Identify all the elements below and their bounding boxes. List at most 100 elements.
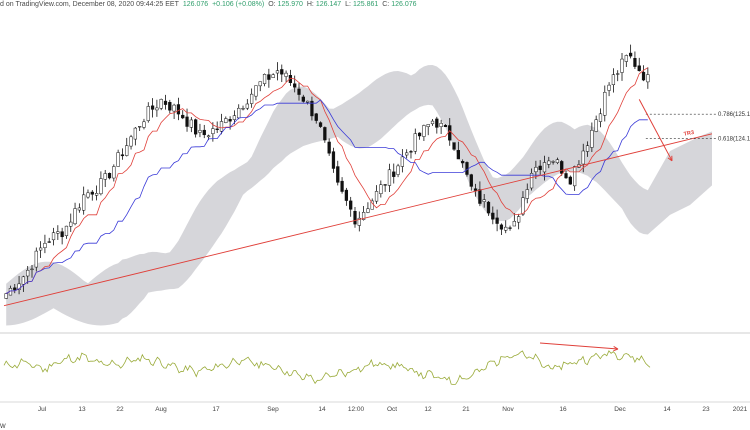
x-tick-label: 13: [78, 406, 86, 413]
candle-body: [500, 225, 503, 229]
candle-body: [638, 66, 641, 71]
candle-body: [367, 209, 370, 213]
divergence-arrow: [540, 343, 618, 349]
candle-body: [565, 173, 568, 177]
x-tick-label: 12:00: [348, 406, 365, 413]
candle-body: [259, 82, 262, 86]
candle-body: [431, 121, 434, 124]
candle-body: [104, 174, 107, 180]
candle-body: [556, 160, 559, 163]
candle-body: [319, 123, 322, 127]
candle-body: [276, 71, 279, 73]
candle-body: [375, 191, 378, 201]
candle-body: [242, 108, 245, 109]
candle-body: [13, 288, 16, 290]
candle-body: [280, 69, 283, 74]
candle-body: [44, 243, 47, 247]
candle-body: [590, 130, 593, 147]
candle-body: [207, 136, 210, 137]
candle-body: [397, 166, 400, 175]
candle-body: [405, 153, 408, 155]
candle-body: [448, 126, 451, 141]
candle-body: [87, 193, 90, 197]
candle-body: [147, 106, 150, 120]
candle-body: [349, 201, 352, 209]
candle-body: [35, 251, 38, 267]
candle-body: [168, 102, 171, 110]
candle-body: [595, 120, 598, 132]
candle-body: [177, 105, 180, 115]
candle-body: [246, 104, 249, 108]
candle-body: [608, 85, 611, 90]
x-tick-label: 16: [559, 406, 567, 413]
candle-body: [388, 170, 391, 186]
candle-body: [203, 130, 206, 135]
candle-body: [272, 75, 275, 78]
candle-body: [345, 190, 348, 200]
candle-body: [509, 228, 512, 229]
x-tick-label: 12: [424, 406, 432, 413]
candle-body: [612, 75, 615, 85]
candle-body: [48, 242, 51, 243]
candle-body: [582, 151, 585, 164]
candle-body: [134, 128, 137, 139]
x-tick-label: 14: [318, 406, 326, 413]
candle-body: [91, 192, 94, 194]
candle-body: [250, 94, 253, 103]
x-tick-label: 22: [116, 406, 124, 413]
candle-body: [569, 177, 572, 184]
candle-body: [543, 162, 546, 171]
candle-body: [513, 221, 516, 226]
trendline[interactable]: [4, 134, 712, 306]
candle-body: [603, 92, 606, 115]
candle-body: [461, 161, 464, 163]
candle-body: [112, 167, 115, 179]
candle-body: [427, 124, 430, 126]
candle-body: [328, 142, 331, 153]
candle-body: [199, 130, 202, 132]
candle-body: [74, 209, 77, 224]
x-tick-label: 17: [212, 406, 220, 413]
x-tick-label: Sep: [267, 406, 279, 413]
candle-body: [224, 119, 227, 123]
candle-body: [573, 167, 576, 186]
candle-body: [474, 189, 477, 191]
candle-body: [117, 153, 120, 167]
fib-level-label: 0.618(124.1: [718, 137, 750, 143]
candle-body: [69, 222, 72, 226]
candle-body: [487, 202, 490, 213]
candle-body: [52, 233, 55, 240]
candle-body: [418, 133, 421, 136]
candle-body: [341, 181, 344, 191]
candle-body: [108, 173, 111, 178]
candle-body: [156, 108, 159, 110]
x-tick-label: Aug: [155, 406, 167, 413]
candle-body: [535, 167, 538, 172]
candle-body: [522, 198, 525, 214]
oscillator-pane: [4, 343, 650, 385]
candle-body: [440, 123, 443, 126]
candle-body: [354, 211, 357, 224]
candle-body: [634, 58, 637, 66]
candle-body: [384, 184, 387, 185]
candle-body: [164, 101, 167, 104]
candle-body: [125, 146, 128, 156]
candle-body: [401, 157, 404, 167]
candle-body: [539, 166, 542, 170]
candle-body: [336, 167, 339, 183]
x-tick-label: Jul: [38, 406, 47, 413]
candle-body: [285, 73, 288, 76]
candle-body: [26, 270, 29, 276]
candle-body: [263, 74, 266, 83]
candle-body: [435, 119, 438, 127]
candle-body: [414, 134, 417, 152]
candle-body: [181, 115, 184, 118]
projection-arrow: [639, 99, 672, 160]
candle-body: [31, 269, 34, 270]
candle-body: [323, 127, 326, 140]
candle-body: [444, 125, 447, 127]
candle-body: [293, 84, 296, 88]
candle-body: [423, 125, 426, 136]
candle-body: [194, 120, 197, 135]
